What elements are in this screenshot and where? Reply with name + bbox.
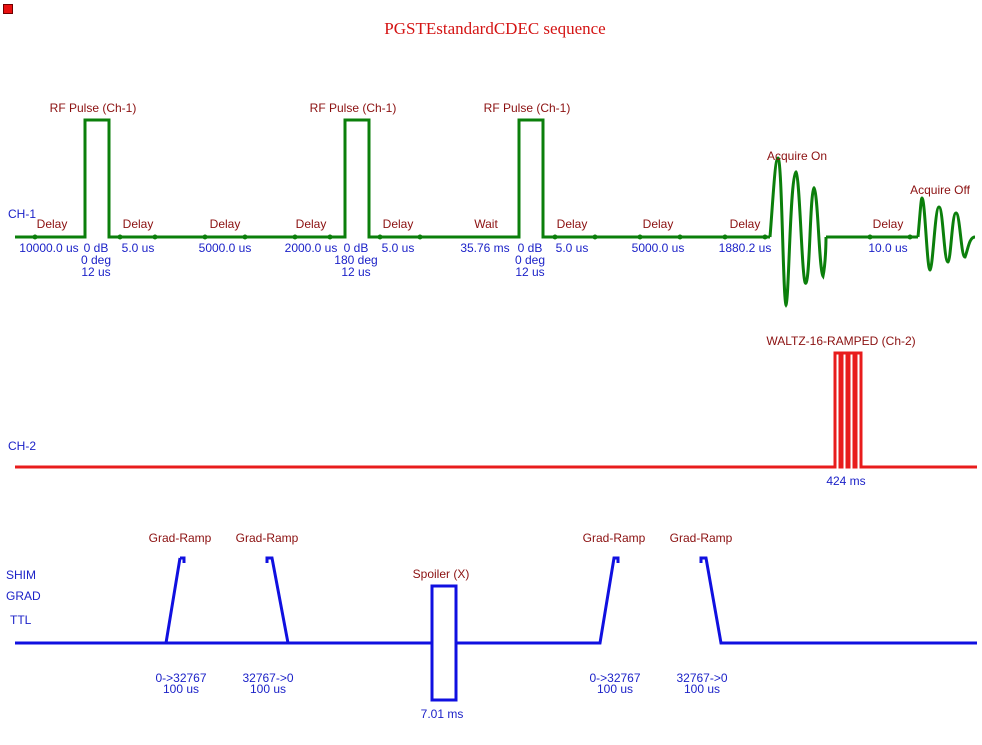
waltz-label: WALTZ-16-RAMPED (Ch-2) [766,334,915,348]
rf-pulse-1-duration: 12 us [81,265,110,279]
grad-ramp-4 [701,558,977,643]
ch1-marker [638,235,643,240]
delay-5-label: Delay [383,217,414,231]
spoiler-label: Spoiler (X) [413,567,470,581]
ch1-marker [763,235,768,240]
rf-pulse-2-duration: 12 us [341,265,370,279]
spoiler-duration: 7.01 ms [421,707,464,721]
delay-9-label: Delay [873,217,904,231]
ttl-label: TTL [10,613,32,627]
ch1-track: RF Pulse (Ch-1) RF Pulse (Ch-1) RF Pulse… [15,101,975,305]
rf-pulse-3-label: RF Pulse (Ch-1) [484,101,571,115]
ch1-marker [723,235,728,240]
ch1-marker [153,235,158,240]
delay-6-label: Delay [557,217,588,231]
delay-1-label: Delay [37,217,68,231]
acquire-on-fid [770,158,826,305]
ch1-marker [553,235,558,240]
grad-track: Grad-Ramp Grad-Ramp Grad-Ramp Grad-Ramp … [15,531,977,721]
delay-3-label: Delay [210,217,241,231]
delay-4-value: 2000.0 us [285,241,338,255]
ch1-marker [293,235,298,240]
delay-5-value: 5.0 us [382,241,415,255]
ch2-track: WALTZ-16-RAMPED (Ch-2) 424 ms [15,334,977,488]
ch2-label: CH-2 [8,439,36,453]
grad-ramp-1-duration: 100 us [163,682,199,696]
ch1-label: CH-1 [8,207,36,221]
ch1-marker [203,235,208,240]
delay-7-label: Delay [643,217,674,231]
ch1-marker [678,235,683,240]
grad-ramp-3-duration: 100 us [597,682,633,696]
delay-8-label: Delay [730,217,761,231]
rf-pulse-3-duration: 12 us [515,265,544,279]
delay-3-value: 5000.0 us [199,241,252,255]
acquire-off-fid [918,198,975,270]
delay-8-value: 1880.2 us [719,241,772,255]
grad-label: GRAD [6,589,41,603]
ch1-marker [33,235,38,240]
waltz-duration: 424 ms [826,474,865,488]
grad-ramp-3-label: Grad-Ramp [583,531,646,545]
delay-9-value: 10.0 us [868,241,907,255]
rf-pulse-1-label: RF Pulse (Ch-1) [50,101,137,115]
shim-label: SHIM [6,568,36,582]
wait-label: Wait [474,217,498,231]
grad-ramp-2-duration: 100 us [250,682,286,696]
delay-2-label: Delay [123,217,154,231]
ch1-marker [118,235,123,240]
ch1-marker [418,235,423,240]
grad-ramp-1-label: Grad-Ramp [149,531,212,545]
delay-6-value: 5.0 us [556,241,589,255]
delay-2-value: 5.0 us [122,241,155,255]
ch1-marker [593,235,598,240]
ch1-marker [378,235,383,240]
grad-ramp-4-label: Grad-Ramp [670,531,733,545]
sequence-title: PGSTEstandardCDEC sequence [384,19,605,38]
delay-4-label: Delay [296,217,327,231]
grad-ramp-2 [267,558,288,643]
wait-value: 35.76 ms [460,241,509,255]
ch1-marker [243,235,248,240]
delay-7-value: 5000.0 us [632,241,685,255]
rf-pulse-2-label: RF Pulse (Ch-1) [310,101,397,115]
grad-segment-a [166,558,618,700]
grad-ramp-4-duration: 100 us [684,682,720,696]
acquire-on-label: Acquire On [767,149,827,163]
ch1-marker [868,235,873,240]
acquire-off-label: Acquire Off [910,183,970,197]
ch2-line [15,353,977,467]
delay-1-value: 10000.0 us [19,241,78,255]
ch1-marker [328,235,333,240]
ch1-marker [908,235,913,240]
grad-ramp-2-label: Grad-Ramp [236,531,299,545]
